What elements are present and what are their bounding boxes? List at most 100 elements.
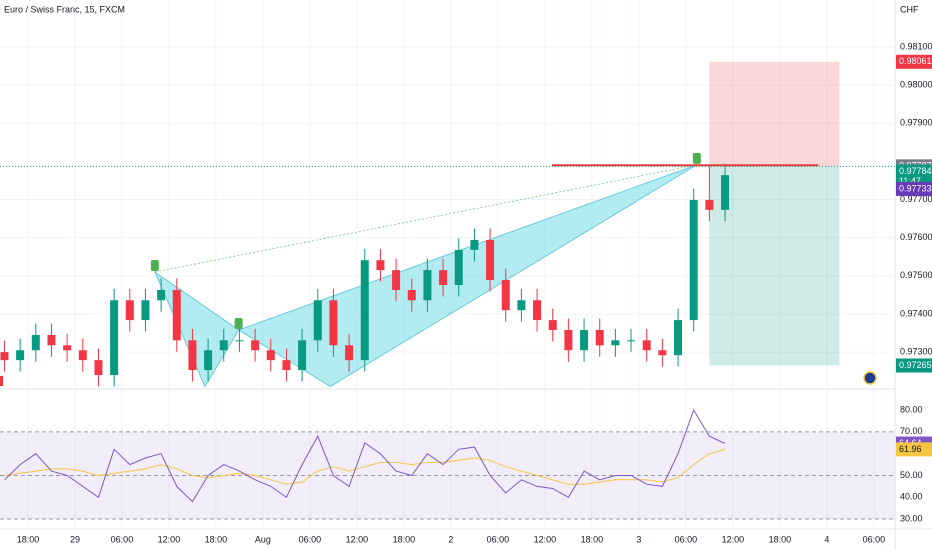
candle-body	[689, 199, 698, 321]
x-tick-label: 06:00	[299, 534, 322, 544]
pattern-line	[154, 164, 697, 273]
candle-body	[360, 260, 369, 361]
rsi-ma-badge	[896, 442, 932, 457]
x-tick-label: 29	[70, 534, 80, 544]
candle-body	[188, 340, 197, 371]
candle-body	[627, 340, 636, 342]
candle-body	[110, 300, 119, 376]
candle-body	[423, 270, 432, 301]
candle-body	[31, 334, 40, 351]
candle-body	[329, 300, 338, 346]
x-tick-label: 18:00	[17, 534, 40, 544]
countdown: 11:47	[899, 176, 921, 186]
marker	[0, 376, 3, 386]
x-tick-label: Aug	[255, 534, 271, 544]
x-tick-label: 06:00	[675, 534, 698, 544]
x-tick-label: 18:00	[769, 534, 792, 544]
candle-body	[125, 300, 134, 321]
candle-body	[533, 300, 542, 321]
stop-badge-label: 0.98061	[899, 56, 932, 66]
rsi-tick-label: 40.00	[900, 492, 923, 502]
candle-body	[454, 249, 463, 285]
candle-body	[298, 340, 307, 371]
x-tick-label: 12:00	[534, 534, 557, 544]
x-tick-label: 18:00	[581, 534, 604, 544]
x-tick-label: 06:00	[487, 534, 510, 544]
candle-body	[63, 345, 72, 351]
stop-zone	[709, 61, 840, 167]
candle-body	[705, 199, 714, 210]
candle-body	[517, 300, 526, 311]
y-tick-label: 0.97400	[900, 308, 932, 318]
rsi-tick-label: 50.00	[900, 470, 923, 480]
candle-body	[16, 350, 25, 361]
candle-body	[0, 352, 9, 361]
x-tick-label: 06:00	[863, 534, 886, 544]
candle-body	[94, 360, 103, 376]
y-tick-label: 0.97700	[900, 194, 932, 204]
pattern-point	[692, 152, 701, 164]
x-tick-label: 06:00	[111, 534, 134, 544]
y-tick-label: 0.97900	[900, 118, 932, 128]
candle-body	[439, 270, 448, 285]
candle-body	[721, 175, 730, 210]
candle-body	[47, 334, 56, 346]
x-tick-label: 3	[636, 534, 641, 544]
candle-body	[642, 340, 651, 351]
rsi-tick-label: 80.00	[900, 404, 923, 414]
candle-body	[172, 289, 181, 341]
rsi-ma-badge-label: 61.96	[899, 444, 922, 454]
rsi-tick-label: 70.00	[900, 426, 923, 436]
pattern-triangle	[237, 164, 698, 387]
candle-body	[658, 350, 667, 356]
candle-body	[345, 345, 354, 361]
x-tick-label: 2	[448, 534, 453, 544]
candle-body	[141, 300, 150, 321]
rsi-ma-line	[4, 448, 726, 485]
price-badge-label: 0.97784	[899, 166, 932, 176]
rsi-line	[4, 408, 726, 503]
candle-body	[470, 239, 479, 250]
price-badge-label: 0.97733	[899, 183, 932, 193]
candle-body	[78, 350, 87, 361]
candle-body	[564, 330, 573, 351]
target-badge	[896, 358, 932, 373]
x-tick-label: 18:00	[393, 534, 416, 544]
candle-body	[548, 320, 557, 331]
x-tick-label: 12:00	[722, 534, 745, 544]
candle-body	[611, 340, 620, 346]
candle-body	[392, 270, 401, 290]
candle-body	[407, 289, 416, 301]
candle-body	[376, 260, 385, 271]
pattern-point	[234, 318, 243, 330]
candle-body	[313, 300, 322, 341]
y-tick-label: 0.98100	[900, 41, 932, 51]
candle-body	[157, 289, 166, 301]
candle-body	[219, 340, 228, 351]
candle-body	[486, 239, 495, 281]
candle-body	[501, 280, 510, 311]
y-tick-label: 0.98000	[900, 79, 932, 89]
candle-body	[251, 340, 260, 351]
candle-body	[580, 330, 589, 351]
rsi-tick-label: 30.00	[900, 513, 923, 523]
x-tick-label: 12:00	[158, 534, 181, 544]
y-tick-label: 0.97600	[900, 232, 932, 242]
candle-body	[282, 360, 291, 371]
candle-body	[674, 320, 683, 356]
y-tick-label: 0.97300	[900, 347, 932, 357]
x-tick-label: 4	[824, 534, 829, 544]
candle-body	[204, 350, 213, 371]
icon[interactable]	[863, 371, 877, 385]
y-tick-label: 0.97500	[900, 270, 932, 280]
candle-body	[595, 330, 604, 346]
x-tick-label: 18:00	[205, 534, 228, 544]
target-zone	[709, 166, 840, 366]
price-badge	[896, 181, 932, 196]
candle-body	[235, 340, 244, 342]
candle-body	[266, 350, 275, 361]
target-badge-label: 0.97265	[899, 360, 932, 370]
